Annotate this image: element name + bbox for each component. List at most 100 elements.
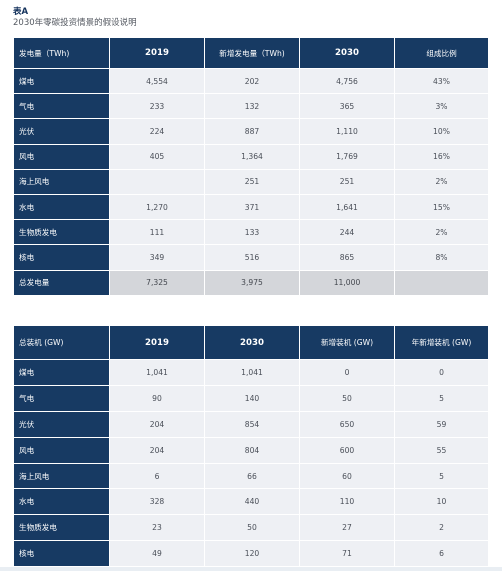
generation-table-row-label: 核电 [14,245,110,271]
generation-table-cell: 43% [395,69,488,95]
generation-table-cell: 233 [110,94,205,120]
generation-col-header: 2019 [110,38,205,69]
generation-table-cell: 202 [205,69,300,95]
generation-table-row-label: 海上风电 [14,169,110,195]
generation-col-header: 发电量（TWh) [14,38,110,69]
generation-table-total-cell [395,270,488,296]
capacity-table-cell: 440 [205,489,300,516]
generation-table-cell: 8% [395,245,488,271]
generation-table-cell: 251 [300,169,395,195]
generation-table-total-cell: 11,000 [300,270,395,296]
capacity-table-cell: 6 [395,541,488,568]
capacity-col-header: 2030 [205,326,300,360]
generation-table-cell: 2% [395,220,488,246]
generation-table-cell: 15% [395,194,488,221]
generation-table-row: 风电 405 1,364 1,769 16% [14,144,488,170]
generation-table-row: 生物质发电 111 133 244 2% [14,220,488,246]
generation-table-cell: 371 [205,194,300,221]
generation-table-total-label: 总发电量 [14,270,110,296]
generation-table-cell: 1,110 [300,119,395,145]
generation-table-row-label: 气电 [14,94,110,120]
capacity-table-cell: 49 [110,541,205,568]
generation-table-cell: 405 [110,144,205,170]
capacity-table-row-label: 生物质发电 [14,515,110,542]
capacity-table-row-label: 海上风电 [14,463,110,490]
generation-col-header: 2030 [300,38,395,69]
capacity-table-row: 煤电 1,041 1,041 0 0 [14,360,488,386]
capacity-table-cell: 650 [300,411,395,438]
generation-table-cell: 865 [300,245,395,271]
generation-col-header: 组成比例 [395,38,488,69]
capacity-table-cell: 27 [300,515,395,542]
capacity-table-row-label: 水电 [14,489,110,516]
generation-table-row-label: 风电 [14,144,110,170]
generation-table-cell: 349 [110,245,205,271]
capacity-table-row: 光伏 204 854 650 59 [14,411,488,438]
generation-table-cell: 887 [205,119,300,145]
capacity-table-cell: 60 [300,463,395,490]
capacity-table-row-label: 气电 [14,385,110,412]
generation-table-cell: 1,641 [300,194,395,221]
capacity-table-cell: 110 [300,489,395,516]
generation-table-cell: 2% [395,169,488,195]
capacity-table-cell: 204 [110,437,205,464]
capacity-table-cell: 50 [205,515,300,542]
capacity-table-cell: 600 [300,437,395,464]
capacity-table-row-label: 风电 [14,437,110,464]
capacity-table-cell: 59 [395,411,488,438]
capacity-col-header: 年新增装机 (GW) [395,326,488,360]
capacity-table: 总装机 (GW) 2019 2030 新增装机 (GW) 年新增装机 (GW) … [14,326,488,568]
capacity-table-cell: 1,041 [110,360,205,386]
bottom-divider [0,567,502,571]
capacity-table-cell: 204 [110,411,205,438]
capacity-table-cell: 0 [395,360,488,386]
generation-table-cell: 16% [395,144,488,170]
capacity-table-cell: 804 [205,437,300,464]
generation-table-cell: 4,756 [300,69,395,95]
capacity-table-cell: 5 [395,463,488,490]
capacity-table-cell: 90 [110,385,205,412]
capacity-table-cell: 71 [300,541,395,568]
generation-table-cell: 224 [110,119,205,145]
generation-table-total-cell: 3,975 [205,270,300,296]
capacity-table-row: 气电 90 140 50 5 [14,385,488,412]
capacity-table-cell: 140 [205,385,300,412]
generation-table-cell: 3% [395,94,488,120]
generation-table-cell: 365 [300,94,395,120]
table-subtitle: 2030年零碳投资情景的假设说明 [13,18,137,28]
capacity-table-header-row: 总装机 (GW) 2019 2030 新增装机 (GW) 年新增装机 (GW) [14,326,488,360]
generation-table-row-label: 光伏 [14,119,110,145]
generation-table-total-row: 总发电量 7,325 3,975 11,000 [14,270,488,296]
generation-table-row-label: 水电 [14,194,110,221]
capacity-table-row-label: 煤电 [14,360,110,386]
generation-table-cell: 516 [205,245,300,271]
capacity-table-row: 水电 328 440 110 10 [14,489,488,516]
capacity-table-cell: 854 [205,411,300,438]
generation-table-cell: 251 [205,169,300,195]
capacity-table-row: 海上风电 6 66 60 5 [14,463,488,490]
capacity-col-header: 总装机 (GW) [14,326,110,360]
capacity-table-row-label: 核电 [14,541,110,568]
capacity-table-row: 生物质发电 23 50 27 2 [14,515,488,542]
capacity-table-row: 核电 49 120 71 6 [14,541,488,568]
generation-table-row-label: 煤电 [14,69,110,95]
capacity-table-cell: 55 [395,437,488,464]
capacity-table-cell: 5 [395,385,488,412]
generation-table: 发电量（TWh) 2019 新增发电量（TWh) 2030 组成比例 煤电 4,5… [14,38,488,296]
generation-table-row: 水电 1,270 371 1,641 15% [14,194,488,221]
capacity-table-cell: 0 [300,360,395,386]
generation-table-cell: 111 [110,220,205,246]
generation-table-cell: 133 [205,220,300,246]
capacity-table-cell: 6 [110,463,205,490]
capacity-table-cell: 2 [395,515,488,542]
capacity-table-cell: 328 [110,489,205,516]
table-label: 表A [13,7,29,17]
generation-table-row: 煤电 4,554 202 4,756 43% [14,69,488,95]
capacity-table-row-label: 光伏 [14,411,110,438]
generation-table-row: 气电 233 132 365 3% [14,94,488,120]
generation-table-cell: 132 [205,94,300,120]
generation-table-row: 核电 349 516 865 8% [14,245,488,271]
capacity-table-row: 风电 204 804 600 55 [14,437,488,464]
generation-table-cell: 4,554 [110,69,205,95]
generation-table-row: 海上风电 251 251 2% [14,169,488,195]
